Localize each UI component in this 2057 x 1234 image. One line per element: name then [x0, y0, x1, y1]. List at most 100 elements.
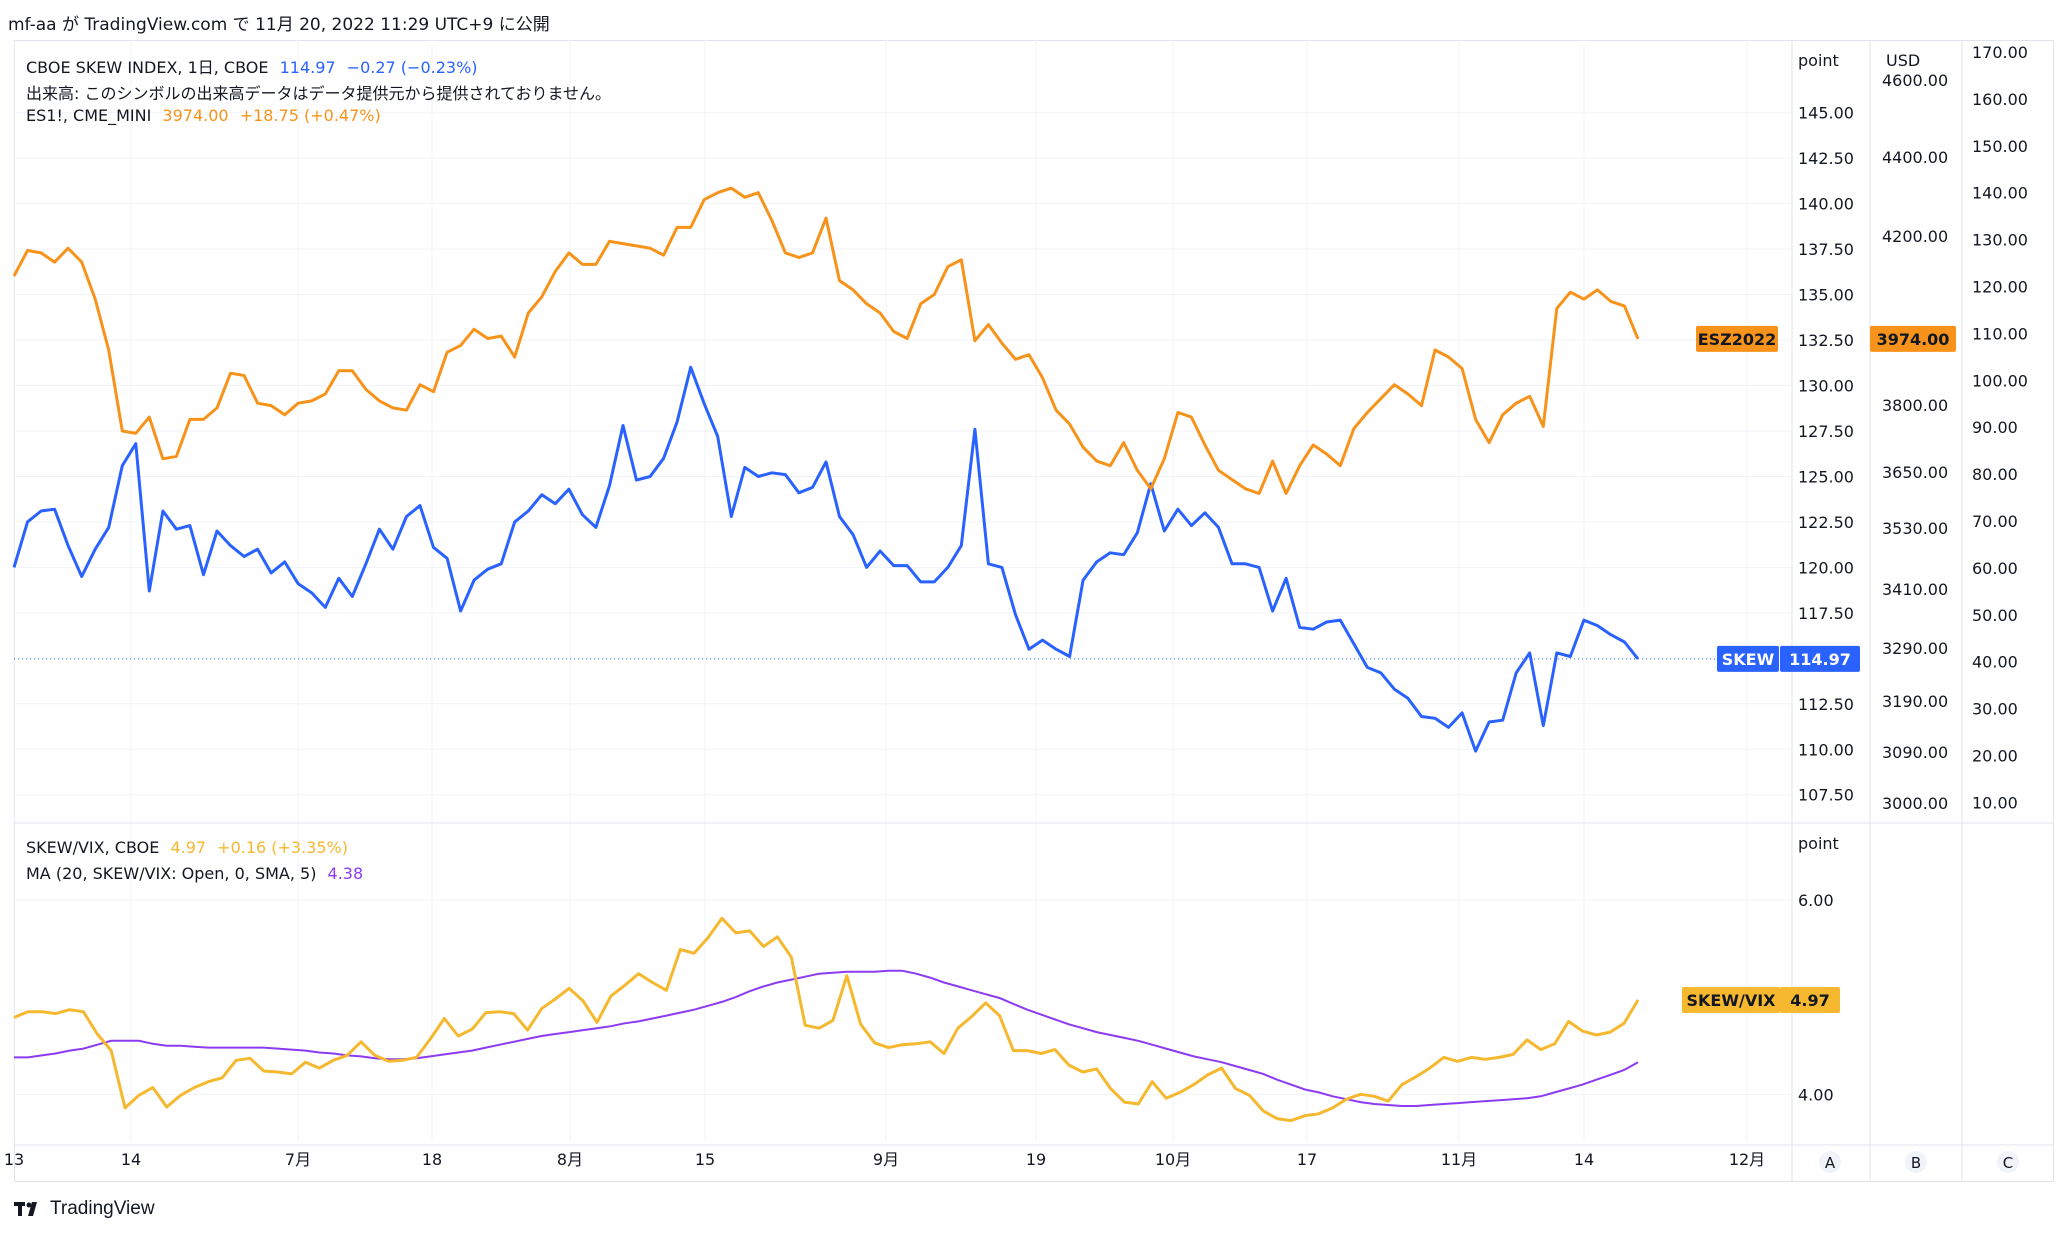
usd-tick-10: 3000.00: [1882, 794, 1948, 813]
usd-tick-0: 4600.00: [1882, 71, 1948, 90]
legend-es-change: +18.75 (+0.47%): [239, 106, 381, 125]
x-tick-6: 9月: [873, 1150, 899, 1169]
legend-es-value: 3974.00: [162, 106, 229, 125]
x-tick-8: 10月: [1155, 1150, 1191, 1169]
point-axis-label: point: [1798, 51, 1839, 70]
c-tick-9: 80.00: [1972, 465, 2018, 484]
pane-dividers: [14, 40, 2054, 1181]
x-tick-10: 11月: [1441, 1150, 1477, 1169]
scale-button-a-label: A: [1825, 1154, 1836, 1172]
x-tick-0: 13: [4, 1150, 24, 1169]
x-tick-4: 8月: [557, 1150, 583, 1169]
x-tick-1: 14: [121, 1150, 141, 1169]
legend-ratio-value: 4.97: [170, 838, 207, 857]
axis-labels: 13 14 7月 18 8月 15 9月 19 10月 17 11月 14 12月 145.00 142.5…: [4, 43, 2028, 1173]
legend-skew[interactable]: CBOE SKEW INDEX, 1日, CBOE 114.97 −0.27 (…: [26, 54, 484, 78]
x-tick-5: 15: [695, 1150, 715, 1169]
grid-lines: [13, 40, 1792, 1141]
scale-button-c-label: C: [2003, 1154, 2013, 1172]
usd-tick-5: 3530.00: [1882, 519, 1948, 538]
c-tick-15: 20.00: [1972, 747, 2018, 766]
legend-ma-value: 4.38: [327, 864, 364, 883]
es-line: [12, 186, 1640, 495]
ma-line: [14, 969, 1639, 1107]
legend-ratio-name: SKEW/VIX, CBOE: [26, 838, 160, 857]
es-tag-value-text: 3974.00: [1877, 330, 1950, 349]
skew-tag-label-box: [1717, 645, 1779, 672]
point-tick-14: 107.50: [1798, 786, 1854, 805]
ratio-tag-value-box: [1780, 986, 1840, 1013]
point-tick-3: 137.50: [1798, 240, 1854, 259]
ratio-tag-label-box: [1682, 986, 1780, 1013]
scale-button-b-label: B: [1911, 1154, 1921, 1172]
lower-pane-series: [13, 916, 1640, 1123]
x-tick-2: 7月: [285, 1150, 311, 1169]
point-tick-8: 125.00: [1798, 467, 1854, 486]
point-tick-0: 145.00: [1798, 104, 1854, 123]
point-tick-13: 110.00: [1798, 740, 1854, 759]
legend-skew-value: 114.97: [279, 58, 336, 77]
usd-axis-label: USD: [1886, 51, 1920, 70]
upper-pane-series: [12, 186, 1792, 753]
c-tick-3: 140.00: [1972, 184, 2028, 203]
x-tick-7: 19: [1026, 1150, 1046, 1169]
c-tick-7: 100.00: [1972, 371, 2028, 390]
ratio-line: [13, 916, 1640, 1123]
x-tick-3: 18: [422, 1150, 442, 1169]
scale-button-c: [1997, 1151, 2019, 1173]
c-tick-4: 130.00: [1972, 231, 2028, 250]
skew-tag-label-text: SKEW: [1722, 650, 1775, 669]
legend-ratio[interactable]: SKEW/VIX, CBOE 4.97 +0.16 (+3.35%): [26, 838, 354, 857]
es-tag-value-box: [1870, 325, 1956, 352]
point-tick-7: 127.50: [1798, 422, 1854, 441]
point-tick-2: 140.00: [1798, 195, 1854, 214]
tradingview-logo[interactable]: TradingView: [14, 1198, 155, 1220]
c-tick-11: 60.00: [1972, 559, 2018, 578]
es-tag-label-text: ESZ2022: [1698, 330, 1777, 349]
usd-tick-7: 3290.00: [1882, 639, 1948, 658]
x-tick-12: 12月: [1729, 1150, 1765, 1169]
legend-volume-text: 出来高: このシンボルの出来高データはデータ提供元から提供されておりません。: [26, 84, 612, 103]
legend-es[interactable]: ES1!, CME_MINI 3974.00 +18.75 (+0.47%): [26, 106, 387, 125]
ratio-tag-label-text: SKEW/VIX: [1686, 991, 1776, 1010]
price-tags: ESZ2022 3974.00 SKEW 114.97 SKEW/VIX 4.97: [1682, 325, 1956, 1013]
scale-button-b: [1905, 1151, 1927, 1173]
usd-tick-2: 4200.00: [1882, 227, 1948, 246]
x-tick-11: 14: [1574, 1150, 1594, 1169]
ratio-tag-value-text: 4.97: [1790, 991, 1829, 1010]
point-tick-1: 142.50: [1798, 149, 1854, 168]
publish-header: mf-aa が TradingView.com で 11月 20, 2022 1…: [8, 15, 550, 35]
c-tick-1: 160.00: [1972, 90, 2028, 109]
legend-ratio-change: +0.16 (+3.35%): [217, 838, 348, 857]
point-tick-10: 120.00: [1798, 558, 1854, 577]
x-tick-9: 17: [1297, 1150, 1317, 1169]
c-tick-0: 170.00: [1972, 43, 2028, 62]
c-tick-12: 50.00: [1972, 606, 2018, 625]
legend-ma[interactable]: MA (20, SKEW/VIX: Open, 0, SMA, 5) 4.38: [26, 864, 369, 883]
point-tick-12: 112.50: [1798, 695, 1854, 714]
tradingview-icon: [14, 1202, 37, 1216]
usd-tick-3: 3800.00: [1882, 396, 1948, 415]
lower-tick-0: 6.00: [1798, 891, 1834, 910]
es-tag-label-box: [1696, 325, 1778, 352]
usd-tick-6: 3410.00: [1882, 580, 1948, 599]
point-tick-5: 132.50: [1798, 331, 1854, 350]
c-tick-6: 110.00: [1972, 324, 2028, 343]
point-tick-9: 122.50: [1798, 513, 1854, 532]
legend-skew-name: CBOE SKEW INDEX, 1日, CBOE: [26, 58, 269, 77]
skew-tag-value-text: 114.97: [1789, 650, 1851, 669]
c-tick-5: 120.00: [1972, 278, 2028, 297]
c-tick-8: 90.00: [1972, 418, 2018, 437]
lower-axis-label: point: [1798, 834, 1839, 853]
lower-tick-1: 4.00: [1798, 1085, 1834, 1104]
legend-skew-change: −0.27 (−0.23%): [346, 58, 478, 77]
usd-tick-8: 3190.00: [1882, 692, 1948, 711]
scale-button-a: [1819, 1151, 1841, 1173]
skew-tag-value-box: [1780, 645, 1860, 672]
point-tick-11: 117.50: [1798, 604, 1854, 623]
usd-tick-4: 3650.00: [1882, 463, 1948, 482]
c-tick-16: 10.00: [1972, 793, 2018, 812]
c-tick-10: 70.00: [1972, 512, 2018, 531]
legend-volume: 出来高: このシンボルの出来高データはデータ提供元から提供されておりません。: [26, 80, 617, 104]
